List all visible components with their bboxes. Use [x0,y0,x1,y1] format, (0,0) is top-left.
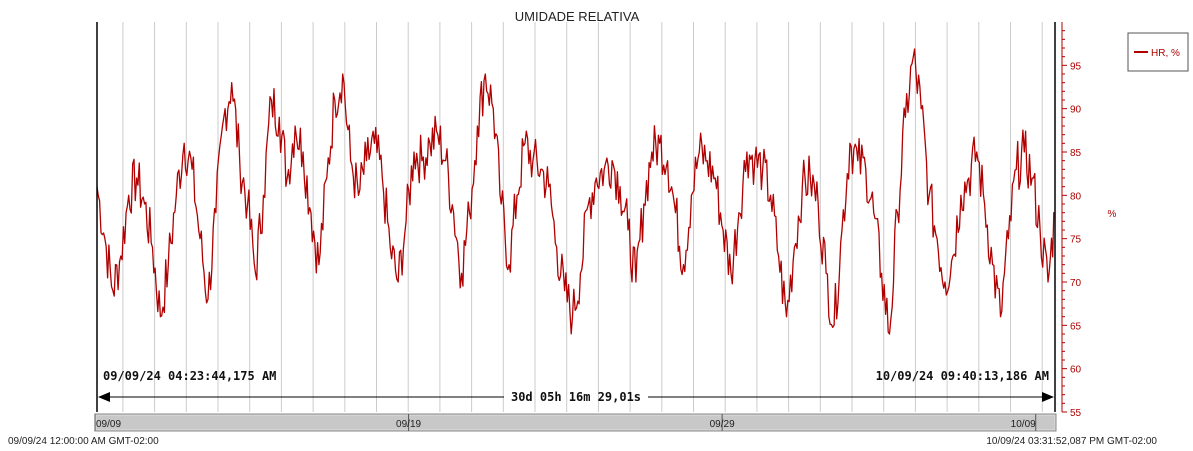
y-tick-label: 80 [1070,191,1082,202]
series-line-hr [96,48,1055,335]
start-timestamp: 09/09/24 04:23:44,175 AM [103,369,276,383]
y-tick-label: 65 [1070,321,1082,332]
y-tick-label: 95 [1070,61,1082,72]
y-axis-ticks: 55 60 65 70 75 80 85 90 95 [1062,30,1082,419]
time-scrollbar[interactable] [94,413,1057,432]
y-tick-label: 85 [1070,148,1082,159]
x-axis-ticks: 09/09 09/19 09/29 10/09 [94,414,1037,431]
y-axis-label: % [1108,209,1117,220]
range-start-label: 09/09/24 12:00:00 AM GMT-02:00 [8,436,159,447]
legend: HR, % [1127,32,1189,72]
x-tick-label: 10/09 [1011,419,1036,430]
x-tick-label: 09/29 [710,419,735,430]
duration-arrow [98,392,1054,402]
plot-area [97,22,1055,412]
x-tick-label: 09/09 [96,419,121,430]
grid-lines [122,22,1043,412]
x-tick-label: 09/19 [396,419,421,430]
legend-label: HR, % [1151,48,1180,59]
y-tick-label: 60 [1070,365,1082,376]
y-tick-label: 75 [1070,235,1082,246]
y-tick-label: 55 [1070,408,1082,419]
chart-title: UMIDADE RELATIVA [515,9,640,24]
range-end-label: 10/09/24 03:31:52,087 PM GMT-02:00 [986,436,1157,447]
y-tick-label: 70 [1070,278,1082,289]
y-tick-label: 90 [1070,105,1082,116]
duration-label: 30d 05h 16m 29,01s [511,390,641,404]
end-timestamp: 10/09/24 09:40:13,186 AM [876,369,1049,383]
